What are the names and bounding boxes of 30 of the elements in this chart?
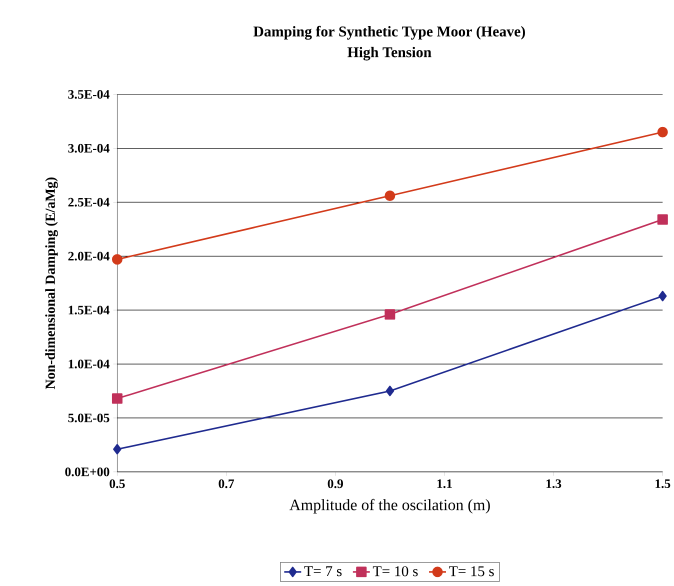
x-tick-label: 1.5 [656, 479, 670, 488]
point [112, 254, 122, 265]
x-tick-label: 1.3 [546, 479, 562, 488]
point [658, 290, 667, 302]
y-tick-label: 1.0E-04 [68, 360, 110, 368]
x-tick-label: 0.9 [328, 479, 343, 488]
point [112, 393, 122, 404]
point [384, 309, 396, 320]
point [113, 444, 122, 454]
legend-label: T= 7 s [304, 566, 342, 576]
y-tick-label: 2.5E-04 [68, 198, 110, 207]
chart-title: Damping for Synthetic Type Moor (Heave) [253, 26, 525, 40]
x-tick-label: 0.7 [218, 479, 234, 488]
point [657, 214, 668, 225]
point [386, 386, 394, 396]
x-tick-label: 0.5 [110, 479, 125, 488]
y-tick-label: 3.5E-04 [68, 90, 110, 99]
y-tick-label: 1.5E-04 [68, 306, 110, 314]
legend-label: T= 15 s [449, 566, 494, 576]
y-tick-label: 3.0E-04 [68, 144, 110, 153]
point [657, 126, 668, 138]
legend-label: T= 10 s [372, 566, 418, 576]
y-tick-label: 5.0E-05 [68, 414, 110, 422]
y-axis-title: Non-dimensional Damping (E/aMg) [45, 177, 58, 390]
y-tick-label: 2.0E-04 [68, 252, 110, 260]
x-axis-title: Amplitude of the oscilation (m) [289, 498, 490, 514]
point [384, 190, 396, 201]
y-tick-label: 0.0E+00 [65, 467, 110, 476]
x-tick-label: 1.1 [437, 479, 452, 488]
chart-subtitle: High Tension [348, 46, 432, 60]
